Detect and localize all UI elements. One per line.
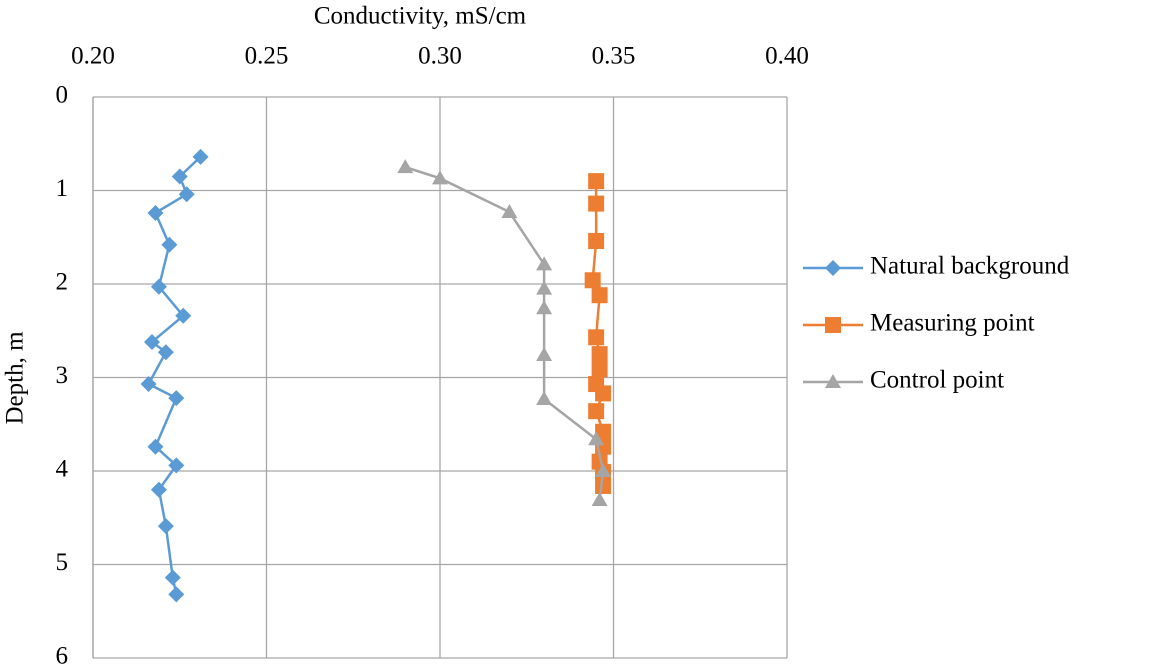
marker: [161, 236, 178, 253]
marker: [588, 195, 605, 212]
marker: [584, 272, 601, 289]
marker: [536, 391, 553, 406]
legend-marker: [825, 260, 841, 276]
series-line: [146, 155, 202, 595]
marker: [143, 333, 160, 350]
marker: [588, 431, 605, 446]
legend-label: Measuring point: [870, 310, 1035, 337]
marker: [147, 438, 164, 455]
marker: [140, 376, 157, 393]
marker: [536, 300, 553, 315]
y-tick-label: 0: [56, 82, 69, 109]
y-tick-label: 1: [56, 175, 69, 202]
marker: [157, 344, 174, 361]
marker: [595, 385, 612, 402]
x-axis-title: Conductivity, mS/cm: [314, 3, 527, 30]
marker: [432, 170, 448, 185]
marker: [168, 390, 185, 407]
y-tick-label: 2: [56, 269, 69, 296]
legend-marker: [825, 374, 841, 388]
y-tick-label: 5: [56, 549, 69, 576]
marker: [591, 491, 608, 506]
marker: [168, 586, 185, 603]
y-tick-label: 3: [56, 362, 69, 389]
marker: [536, 280, 553, 295]
marker: [192, 148, 209, 165]
y-tick-label: 4: [56, 456, 69, 483]
marker: [150, 278, 167, 295]
x-tick-label: 0.40: [765, 43, 809, 70]
marker: [536, 347, 553, 362]
legend-label: Natural background: [870, 253, 1070, 280]
marker: [595, 423, 612, 440]
x-tick-label: 0.35: [592, 43, 636, 70]
marker: [175, 307, 192, 324]
marker: [588, 232, 605, 249]
marker: [595, 477, 612, 494]
marker: [588, 173, 605, 190]
marker: [157, 518, 174, 535]
marker: [168, 457, 185, 474]
x-tick-label: 0.20: [71, 43, 115, 70]
marker: [147, 204, 164, 221]
marker: [591, 346, 608, 363]
marker: [588, 403, 605, 420]
marker: [591, 287, 608, 304]
marker: [150, 481, 167, 498]
marker: [536, 256, 553, 271]
marker: [591, 361, 608, 378]
x-tick-label: 0.30: [418, 43, 462, 70]
marker: [178, 186, 195, 203]
legend-marker: [825, 317, 841, 333]
marker: [501, 204, 518, 219]
y-tick-label: 6: [56, 643, 69, 670]
marker: [595, 463, 612, 477]
marker: [164, 569, 181, 586]
x-tick-label: 0.25: [245, 43, 289, 70]
marker: [588, 329, 605, 346]
marker: [171, 168, 188, 185]
y-axis-title: Depth, m: [2, 331, 29, 425]
legend-label: Control point: [870, 367, 1004, 394]
marker: [397, 159, 414, 174]
